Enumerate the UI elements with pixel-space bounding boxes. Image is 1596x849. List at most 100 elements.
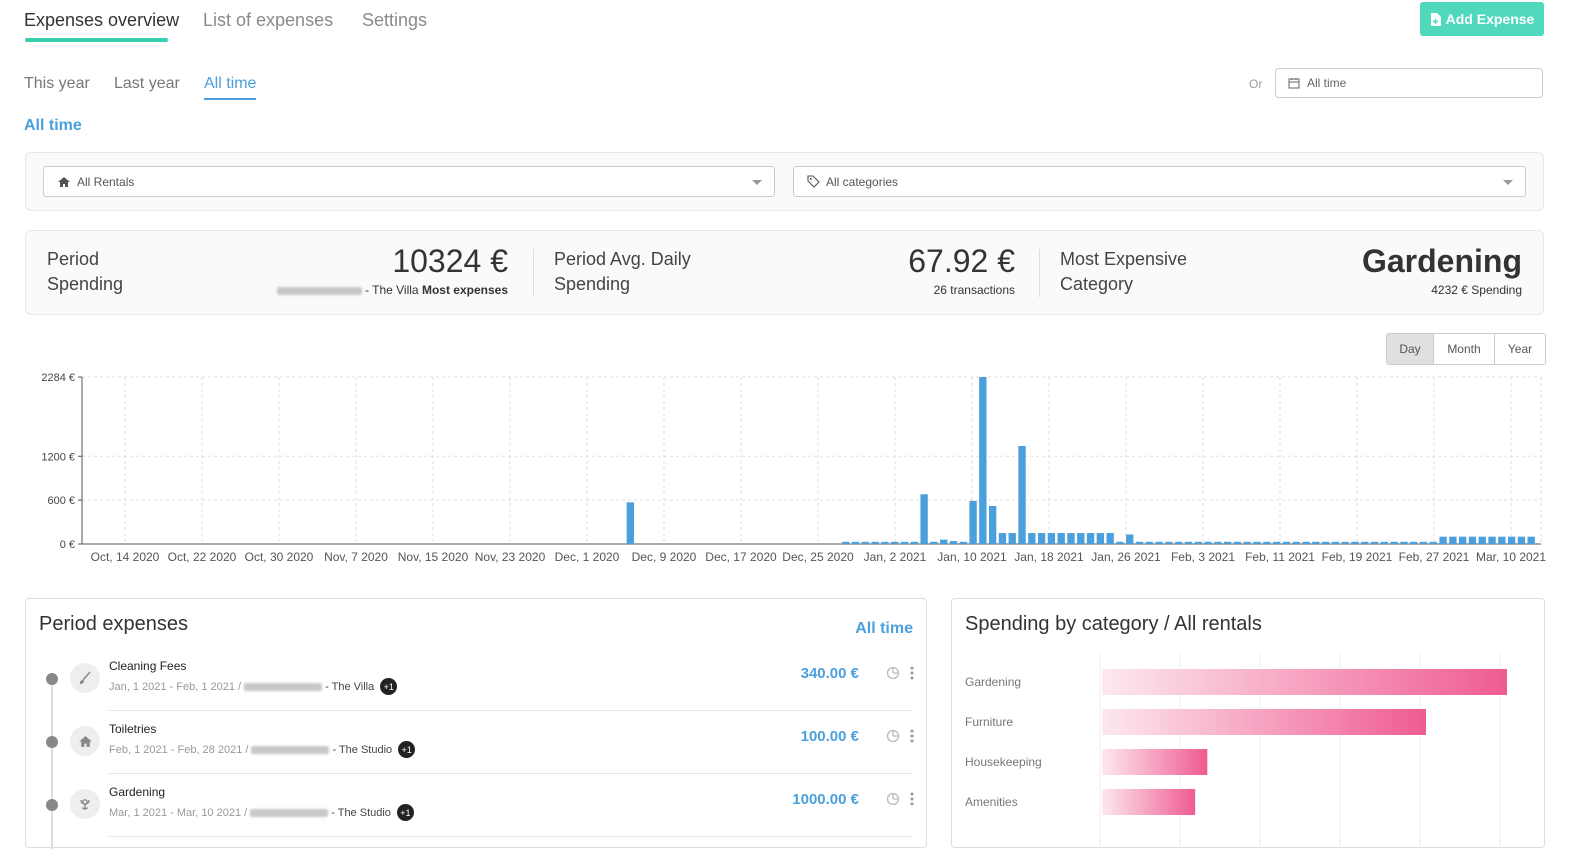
expense-amount: 1000.00 € (792, 791, 859, 808)
chart-bar (1517, 536, 1526, 544)
row-divider (109, 836, 912, 837)
pie-chart-icon[interactable] (886, 729, 900, 746)
chart-bar (842, 541, 850, 544)
date-range-input[interactable]: All time (1275, 68, 1543, 98)
tab-expenses-overview[interactable]: Expenses overview (24, 10, 180, 30)
category-label: Gardening (965, 675, 1022, 689)
category-bar (1102, 669, 1507, 695)
expense-row[interactable]: Gardening Mar, 1 2021 - Mar, 10 2021 /- T… (26, 774, 926, 837)
pie-chart-icon[interactable] (886, 792, 900, 809)
category-spending-title: Spending by category / All rentals (965, 613, 1262, 635)
tab-settings[interactable]: Settings (362, 10, 428, 30)
tab-list-of-expenses[interactable]: List of expenses (203, 10, 334, 30)
category-spending-card: Spending by category / All rentals Garde… (951, 598, 1545, 849)
chart-bar (1096, 533, 1105, 544)
chart-bar (1370, 541, 1379, 544)
chart-bar (891, 541, 899, 544)
redacted-owner (244, 682, 323, 691)
x-tick-label: Nov, 15 2020 (398, 550, 469, 564)
expense-details: Feb, 1 2021 - Feb, 28 2021 /- The Studio… (109, 741, 416, 758)
extra-rentals-badge: +1 (398, 741, 416, 758)
granularity-month-button[interactable]: Month (1434, 334, 1495, 364)
expense-details: Jan, 1 2021 - Feb, 1 2021 /- The Villa +1 (109, 678, 398, 695)
x-tick-label: Nov, 23 2020 (475, 550, 546, 564)
category-bar (1102, 749, 1208, 775)
period-expenses-title: Period expenses (39, 613, 188, 635)
categories-select[interactable]: All categories (793, 166, 1526, 197)
chart-bar (900, 541, 909, 544)
more-options-icon[interactable] (910, 666, 914, 683)
x-tick-label: Oct, 30 2020 (245, 550, 314, 564)
period-tab-this-year[interactable]: This year (24, 75, 90, 92)
redacted-owner (250, 808, 329, 817)
chart-bar (1184, 541, 1193, 544)
x-tick-label: Jan, 10 2021 (937, 550, 1007, 564)
home-icon (58, 176, 70, 187)
period-expenses-card: Period expenses All time Cleaning Fees Ja… (25, 598, 927, 849)
add-expense-button[interactable]: Add Expense (1420, 2, 1544, 36)
x-tick-label: Feb, 3 2021 (1171, 550, 1235, 564)
expense-row[interactable]: Cleaning Fees Jan, 1 2021 - Feb, 1 2021 /… (26, 648, 926, 711)
avg-daily-label: Period Avg. Daily Spending (554, 249, 691, 294)
chart-bar (626, 502, 635, 544)
expense-name: Toiletries (109, 722, 157, 736)
chart-bar (1419, 541, 1428, 544)
extra-rentals-badge: +1 (396, 804, 414, 821)
chart-bar (1458, 536, 1467, 544)
chart-bar (940, 539, 948, 544)
period-tab-all-time[interactable]: All time (204, 75, 257, 92)
period-spending-label: Period Spending (47, 249, 124, 294)
timeline-dot (46, 799, 58, 811)
y-tick-label: 2284 € (41, 372, 75, 384)
chart-bar (861, 541, 870, 544)
chart-bar (959, 541, 967, 544)
category-bar (1102, 789, 1196, 815)
category-bar (1102, 709, 1426, 735)
daily-spending-chart: 2284 € 1200 € 600 € 0 € Oct, 14 2020 Oct, 22 … (41, 372, 1546, 564)
x-tick-label: Jan, 18 2021 (1014, 550, 1084, 564)
chart-bar (1077, 533, 1085, 544)
redacted-owner (276, 286, 362, 295)
chart-bar (1321, 541, 1330, 544)
chart-bar (851, 541, 860, 544)
chart-bar (881, 541, 889, 544)
granularity-year-button[interactable]: Year (1507, 342, 1533, 356)
chart-bar (1223, 541, 1232, 544)
chart-bar (1243, 541, 1251, 544)
chart-bar (1282, 541, 1291, 544)
chart-bar (1351, 541, 1359, 544)
chart-bar (949, 541, 958, 544)
x-tick-label: Jan, 26 2021 (1091, 550, 1161, 564)
chart-bar (1253, 541, 1261, 544)
period-tab-last-year[interactable]: Last year (114, 75, 180, 92)
y-tick-label: 600 € (47, 495, 75, 507)
tag-icon (807, 175, 820, 188)
pie-chart-icon[interactable] (886, 666, 900, 683)
expense-row[interactable]: Toiletries Feb, 1 2021 - Feb, 28 2021 /- … (26, 711, 926, 774)
date-range-value: All time (1307, 76, 1347, 90)
flower-icon (70, 789, 100, 819)
period-expenses-link[interactable]: All time (855, 620, 913, 637)
rentals-select[interactable]: All Rentals (43, 166, 775, 197)
chart-bar (1527, 536, 1535, 544)
chart-bar (1214, 541, 1222, 544)
chart-bar (871, 541, 879, 544)
chart-bar (1155, 541, 1163, 544)
active-tab-indicator (25, 38, 168, 42)
chart-bar (1067, 533, 1075, 544)
expense-amount: 340.00 € (800, 665, 859, 682)
chart-bar (1400, 541, 1408, 544)
or-label: Or (1249, 77, 1263, 91)
more-options-icon[interactable] (910, 729, 914, 746)
more-options-icon[interactable] (910, 792, 914, 809)
row-divider (109, 773, 912, 774)
chart-bar (988, 505, 997, 544)
x-tick-label: Feb, 19 2021 (1322, 550, 1393, 564)
period-tab-indicator (204, 98, 256, 100)
chart-bar (1498, 536, 1506, 544)
chart-bar (1263, 541, 1271, 544)
granularity-day-button[interactable]: Day (1387, 334, 1434, 364)
x-tick-label: Nov, 7 2020 (324, 550, 388, 564)
chart-bar (1086, 533, 1095, 544)
file-plus-icon (1430, 12, 1441, 26)
